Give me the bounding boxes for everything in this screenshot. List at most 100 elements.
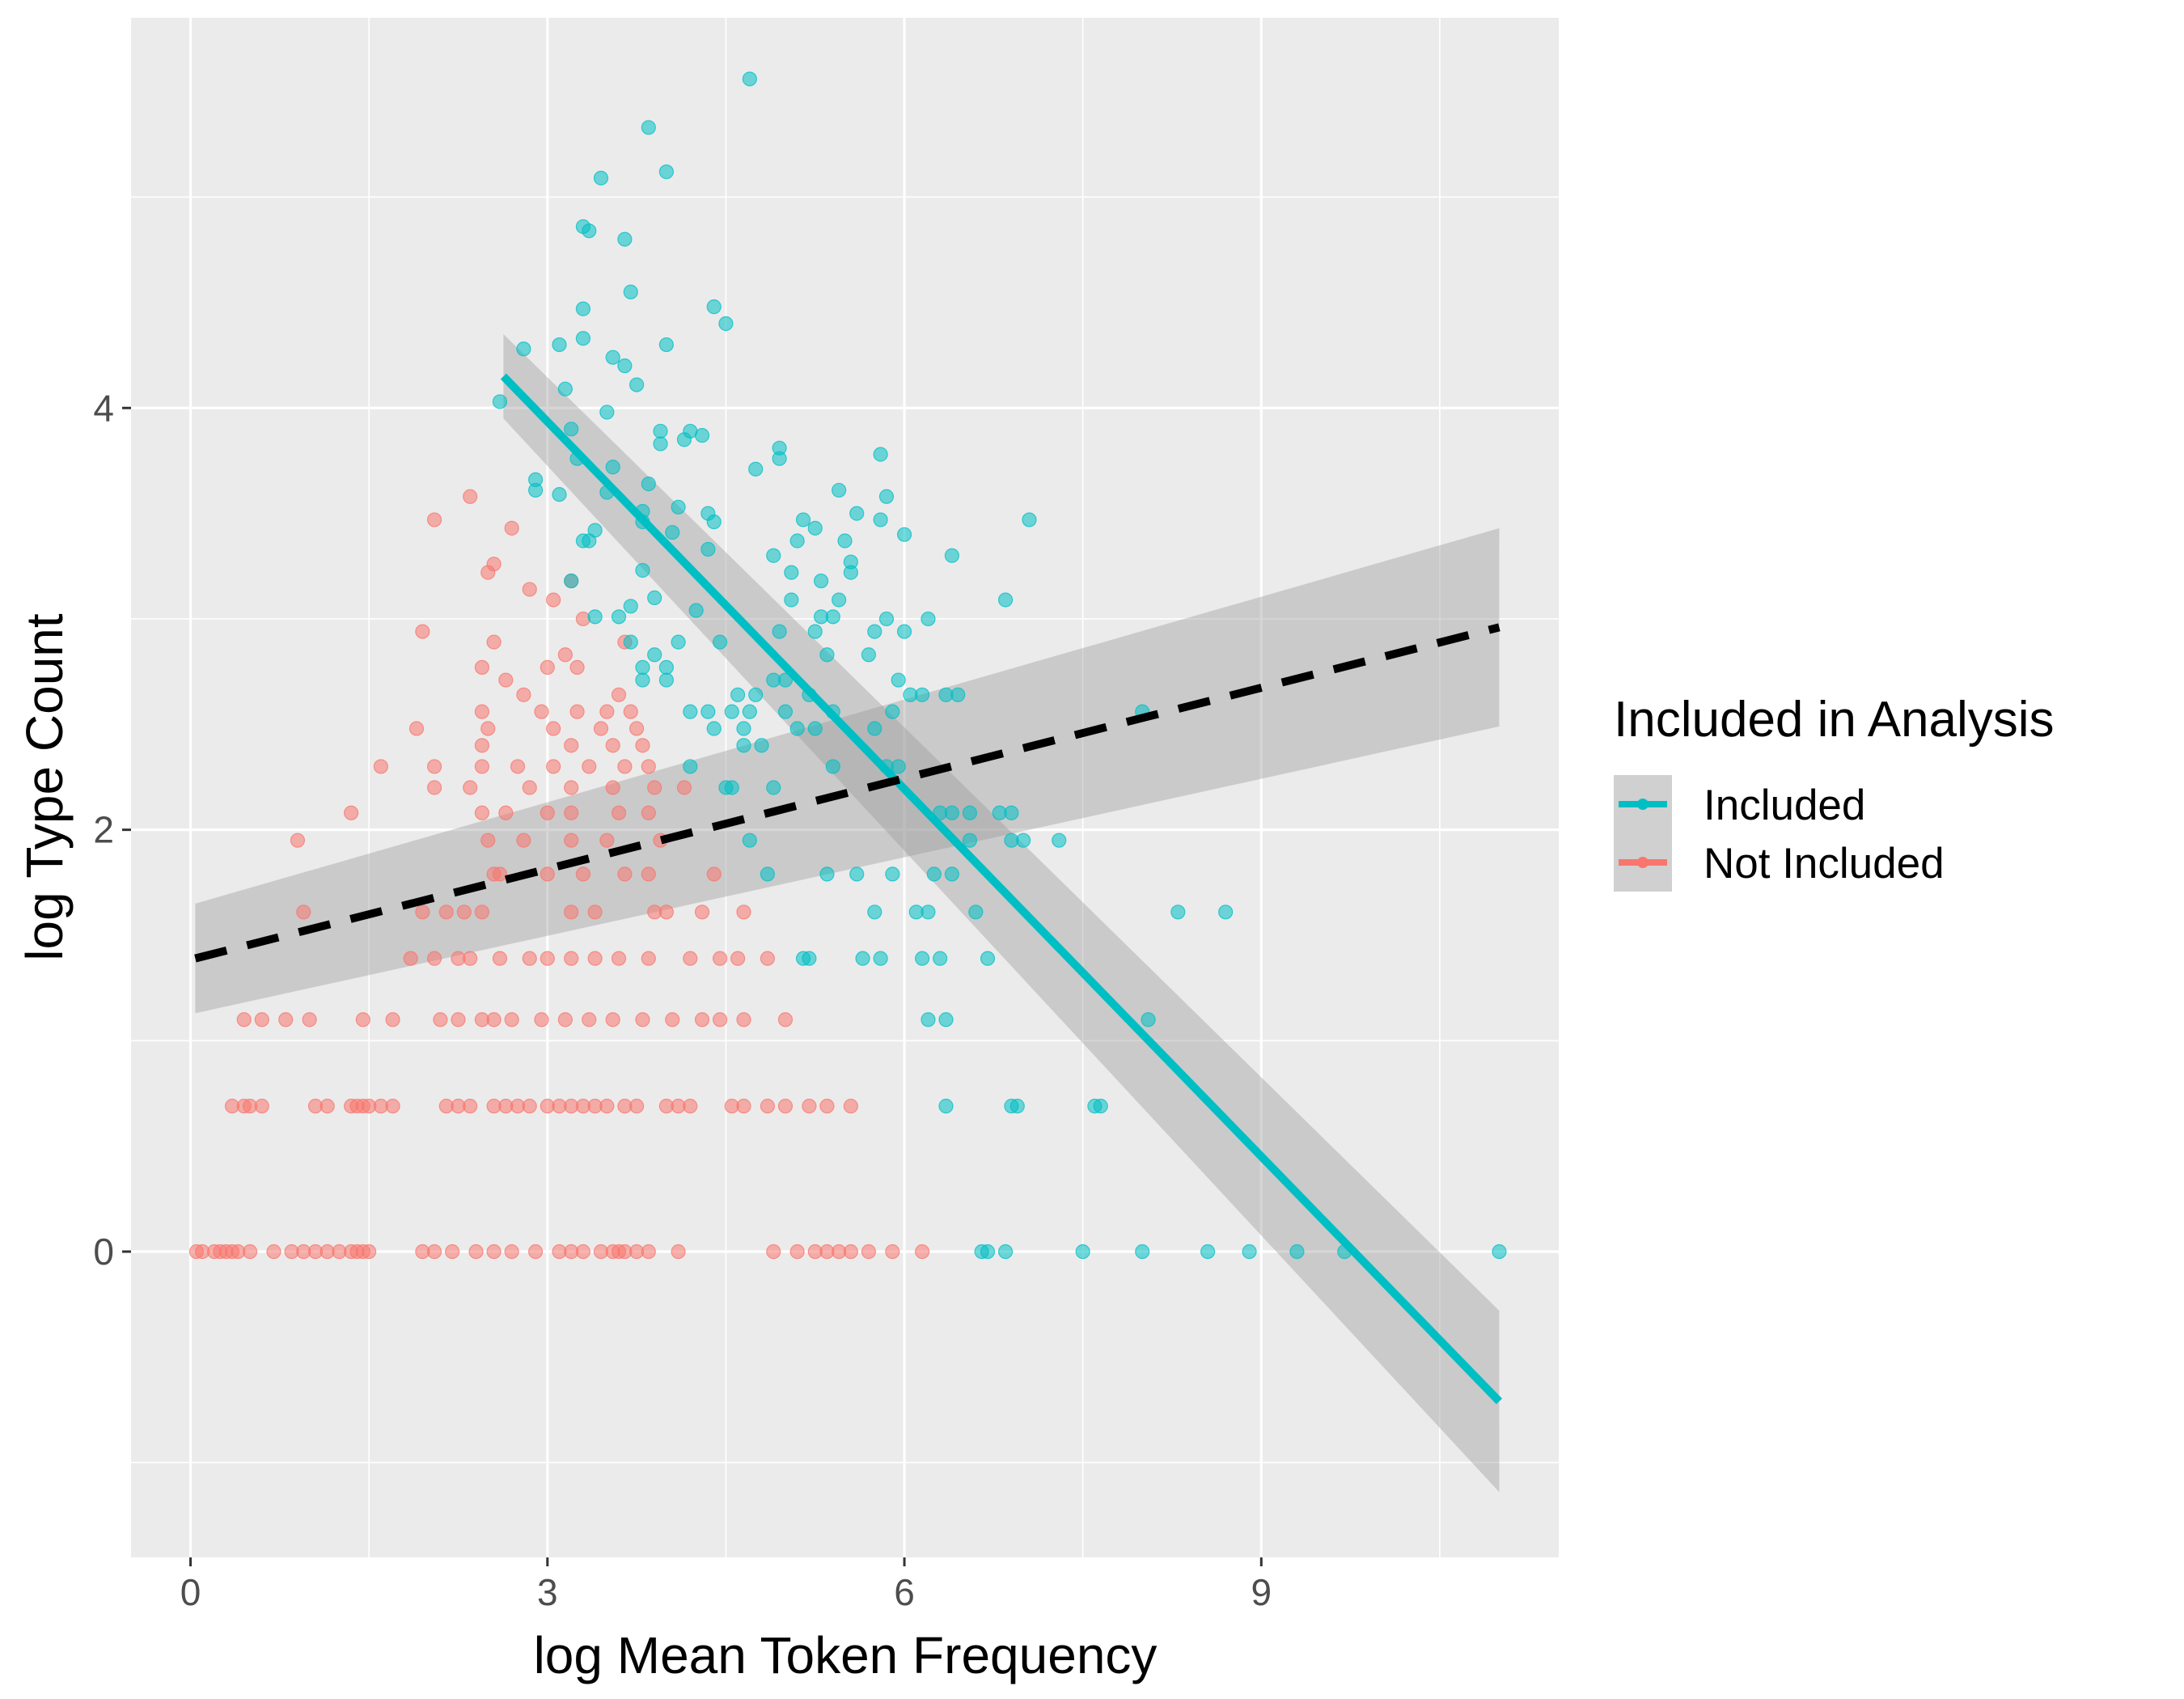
point-included (789, 533, 805, 549)
point-included (587, 609, 603, 625)
point-not-included (408, 721, 425, 736)
point-included (575, 331, 591, 346)
point-not-included (492, 866, 508, 882)
point-not-included (474, 905, 489, 920)
overall-fit-line (194, 623, 1500, 963)
axis-ticks: 0 3 6 9 0 2 4 (93, 387, 1272, 1613)
point-included (611, 609, 627, 625)
point-not-included (599, 704, 615, 719)
point-included (980, 1244, 996, 1260)
point-not-included (236, 1012, 252, 1027)
point-not-included (510, 759, 526, 774)
point-included (599, 405, 615, 420)
point-included (658, 164, 674, 180)
point-included (658, 337, 674, 353)
point-not-included (456, 905, 472, 920)
point-not-included (522, 951, 537, 966)
point-included (724, 780, 739, 795)
point-not-included (706, 866, 722, 882)
point-included (766, 780, 781, 795)
point-included (1016, 833, 1031, 848)
point-not-included (819, 1099, 835, 1114)
point-included (962, 805, 978, 820)
point-not-included (694, 1012, 710, 1027)
point-not-included (426, 1244, 442, 1260)
point-not-included (582, 759, 597, 774)
point-not-included (385, 1099, 400, 1114)
y-tick-label: 2 (93, 809, 114, 851)
point-included (915, 951, 930, 966)
point-included (754, 738, 769, 753)
point-not-included (611, 951, 627, 966)
point-included (635, 659, 650, 676)
point-not-included (426, 512, 442, 527)
point-included (921, 611, 936, 627)
point-included (658, 659, 674, 676)
point-not-included (564, 833, 579, 848)
point-not-included (641, 951, 656, 966)
point-not-included (611, 805, 627, 820)
point-not-included (587, 905, 603, 920)
point-included (671, 634, 686, 650)
point-not-included (546, 721, 561, 736)
point-included (873, 447, 888, 462)
ci-ribbon-overall (195, 527, 1500, 1014)
point-not-included (617, 759, 633, 774)
point-not-included (641, 1244, 656, 1260)
point-included (605, 350, 620, 365)
point-not-included (480, 721, 496, 736)
point-included (641, 120, 656, 135)
point-included (564, 573, 579, 589)
point-included (896, 527, 912, 542)
point-included (802, 951, 817, 966)
ci-ribbon-included (503, 334, 1500, 1493)
point-not-included (445, 1244, 460, 1260)
point-not-included (355, 1012, 370, 1027)
point-included (564, 422, 579, 437)
point-included (516, 341, 531, 357)
point-not-included (522, 1099, 537, 1114)
point-not-included (617, 866, 633, 882)
point-not-included (730, 951, 746, 966)
point-not-included (266, 1244, 281, 1260)
point-not-included (486, 1244, 502, 1260)
point-not-included (486, 557, 502, 572)
point-included (706, 299, 722, 315)
point-included (921, 905, 936, 920)
point-not-included (564, 951, 579, 966)
point-not-included (623, 704, 638, 719)
point-not-included (254, 1012, 269, 1027)
point-included (527, 482, 544, 498)
point-not-included (736, 1012, 751, 1027)
point-included (921, 1012, 936, 1027)
point-not-included (480, 833, 496, 848)
point-included (825, 759, 840, 774)
fit-lines (194, 373, 1503, 1405)
point-not-included (474, 659, 489, 676)
point-included (1170, 905, 1186, 920)
point-not-included (373, 759, 388, 774)
point-not-included (736, 905, 751, 920)
point-included (683, 759, 698, 774)
point-included (694, 428, 710, 443)
point-included (837, 533, 853, 549)
point-included (671, 499, 686, 515)
point-not-included (438, 905, 454, 920)
point-not-included (777, 1099, 794, 1114)
point-not-included (516, 833, 531, 848)
point-not-included (540, 866, 555, 882)
point-not-included (534, 704, 549, 719)
confidence-ribbons (195, 334, 1500, 1493)
x-tick-label: 3 (537, 1571, 558, 1613)
point-not-included (593, 721, 609, 736)
point-not-included (694, 905, 710, 920)
point-not-included (582, 1012, 597, 1027)
point-not-included (599, 1099, 615, 1114)
point-not-included (641, 866, 656, 882)
point-included (807, 520, 823, 536)
point-included (926, 866, 942, 882)
point-not-included (451, 1012, 466, 1027)
point-included (807, 624, 823, 639)
point-included (760, 866, 775, 882)
point-not-included (605, 1012, 620, 1027)
